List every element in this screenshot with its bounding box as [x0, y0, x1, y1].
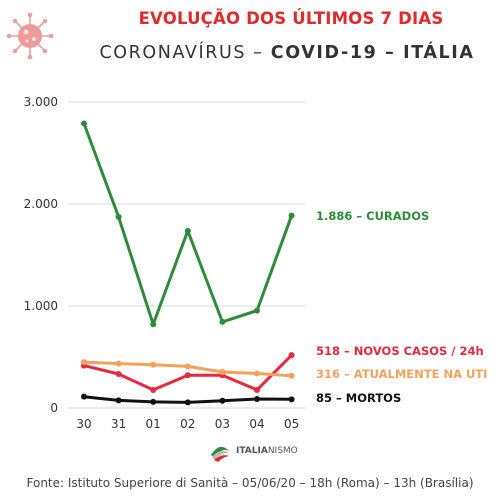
data-point	[184, 372, 191, 379]
y-tick-label: 0	[50, 401, 58, 415]
series-label: 85 – MORTOS	[316, 391, 402, 405]
subtitle-prefix: CORONAVÍRUS –	[99, 43, 271, 63]
data-point	[288, 396, 295, 403]
data-point	[219, 318, 226, 325]
x-tick-label: 04	[249, 417, 264, 431]
data-point	[219, 397, 226, 404]
x-tick-label: 01	[146, 417, 161, 431]
y-tick-label: 2.000	[24, 197, 58, 211]
data-point	[81, 120, 87, 127]
data-point	[150, 386, 157, 393]
data-point	[115, 397, 122, 404]
data-point	[150, 398, 157, 405]
y-tick-label: 1.000	[24, 299, 58, 313]
italianismo-logo: ITALIANISMO	[208, 438, 298, 464]
data-point	[81, 359, 87, 366]
data-point	[150, 321, 157, 328]
series-label: 518 – NOVOS CASOS / 24h	[316, 344, 484, 358]
data-point	[115, 371, 122, 378]
series-label: 316 – ATUALMENTE NA UTI	[316, 367, 488, 381]
logo-text: ITALIANISMO	[236, 446, 298, 456]
source-note: Fonte: Istituto Superiore di Sanità – 05…	[26, 476, 474, 490]
logo-text-normal: NISMO	[267, 446, 298, 456]
data-point	[288, 372, 295, 379]
chart-subtitle: CORONAVÍRUS – COVID-19 – ITÁLIA	[78, 43, 496, 63]
coronavirus-icon	[6, 12, 54, 60]
data-point	[184, 227, 191, 234]
logo-text-bold: ITALIA	[236, 446, 268, 456]
x-tick-label: 31	[111, 417, 126, 431]
data-point	[115, 360, 122, 367]
x-tick-label: 02	[180, 417, 195, 431]
data-point	[288, 212, 295, 219]
data-point	[184, 399, 191, 406]
x-tick-label: 30	[76, 417, 91, 431]
y-tick-label: 3.000	[24, 95, 58, 109]
data-point	[254, 396, 260, 403]
data-point	[115, 213, 122, 220]
subtitle-bold: COVID-19 – ITÁLIA	[270, 43, 475, 63]
x-tick-label: 05	[284, 417, 299, 431]
chart-title: EVOLUÇÃO DOS ÚLTIMOS 7 DIAS	[138, 9, 444, 28]
data-point	[254, 370, 260, 377]
data-point	[219, 368, 226, 375]
data-point	[288, 352, 295, 359]
data-point	[254, 386, 260, 393]
data-point	[150, 361, 157, 368]
data-point	[184, 363, 191, 370]
italy-flag-logo-icon	[211, 446, 229, 462]
x-tick-label: 03	[215, 417, 230, 431]
series-line-curados	[82, 122, 294, 326]
data-point	[81, 393, 87, 400]
series-label: 1.886 – CURADOS	[316, 209, 430, 223]
data-point	[254, 307, 260, 314]
